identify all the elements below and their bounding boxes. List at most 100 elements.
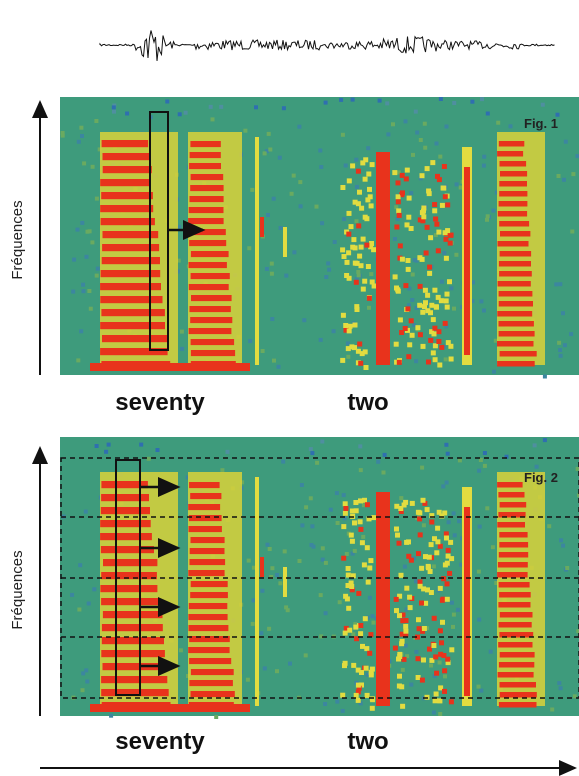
spectral-texture [366, 172, 371, 177]
spectral-texture [444, 298, 449, 303]
spectral-texture [310, 451, 314, 455]
spectral-texture [418, 532, 423, 537]
spectral-texture [441, 186, 446, 191]
spectral-texture [95, 197, 99, 201]
spectral-texture [440, 598, 445, 603]
spectral-texture [497, 572, 527, 578]
spectral-texture [290, 192, 294, 196]
spectral-texture [435, 142, 439, 146]
spectral-texture [356, 683, 361, 688]
spectral-texture [418, 579, 423, 584]
spectral-texture [400, 190, 405, 195]
spectral-texture [125, 112, 129, 116]
spectral-texture [414, 110, 418, 114]
spectral-texture [266, 213, 270, 217]
spectral-texture [336, 521, 340, 525]
spectral-texture [265, 267, 269, 271]
spectral-texture [498, 241, 529, 247]
spectral-texture [569, 332, 573, 336]
spectral-texture [406, 267, 411, 272]
spectral-texture [189, 526, 222, 532]
spectral-texture [498, 281, 531, 287]
spectral-texture [282, 106, 286, 110]
spectral-texture [415, 325, 420, 330]
spectral-texture [458, 458, 462, 462]
spectral-texture [445, 125, 449, 129]
spectral-texture [102, 335, 168, 342]
spectral-texture [491, 209, 495, 213]
spectral-texture [376, 460, 380, 464]
spectral-texture [364, 666, 369, 671]
spectral-texture [498, 211, 527, 217]
spectral-texture [405, 222, 410, 227]
spectral-texture [357, 254, 362, 259]
spectral-texture [351, 237, 356, 242]
spectral-texture [349, 344, 354, 349]
spectral-texture [478, 525, 482, 529]
spectral-texture [393, 237, 397, 241]
spectral-texture [346, 355, 350, 359]
spectral-texture [100, 585, 157, 592]
spectral-texture [101, 218, 155, 225]
spectral-texture [189, 625, 229, 631]
spectral-texture [255, 137, 259, 365]
spectral-texture [260, 217, 264, 237]
spectral-texture [432, 331, 437, 336]
spectral-texture [499, 191, 527, 197]
spectral-texture [449, 357, 454, 362]
spectral-texture [500, 652, 535, 658]
spectral-texture [445, 597, 450, 602]
spectral-texture [353, 323, 358, 328]
spectral-texture [350, 539, 355, 544]
spectral-texture [358, 361, 363, 366]
spectral-texture [434, 304, 439, 309]
spectral-texture [431, 317, 436, 322]
spectral-texture [376, 152, 390, 365]
spectral-texture [499, 301, 533, 307]
spectral-texture [395, 287, 400, 292]
spectral-texture [448, 540, 453, 545]
spectral-texture [576, 154, 579, 158]
spectral-texture [404, 644, 408, 648]
spectral-texture [147, 457, 151, 461]
spectral-texture [398, 243, 403, 248]
spectral-texture [425, 587, 430, 592]
spectral-texture [404, 119, 408, 123]
spectral-texture [335, 491, 339, 495]
spectral-texture [359, 468, 363, 472]
spectral-texture [451, 625, 455, 629]
spectral-texture [499, 261, 531, 267]
spectral-texture [292, 250, 296, 254]
spectral-texture [365, 693, 370, 698]
spectral-texture [429, 664, 433, 668]
spectral-texture [189, 284, 229, 290]
spectral-texture [399, 684, 404, 689]
spectral-texture [360, 540, 365, 545]
spectral-texture [103, 153, 151, 160]
spectral-texture [480, 97, 484, 101]
spectral-texture [332, 329, 336, 333]
spectral-texture [447, 571, 452, 576]
spectral-texture [156, 448, 160, 452]
spectral-texture [82, 161, 86, 165]
spectral-texture [438, 661, 442, 665]
spectral-texture [367, 651, 372, 656]
spectral-texture [432, 616, 437, 621]
spectral-texture [292, 174, 296, 178]
spectral-texture [561, 311, 565, 315]
spectral-texture [398, 317, 403, 322]
spectral-texture [343, 661, 348, 666]
spectral-texture [413, 258, 417, 262]
spectral-texture [457, 519, 461, 523]
spectral-texture [394, 597, 399, 602]
spectral-texture [416, 656, 421, 661]
spectral-texture [363, 616, 368, 621]
spectral-texture [343, 506, 348, 511]
spectral-texture [358, 519, 363, 524]
spectral-texture [360, 644, 365, 649]
spectral-texture [434, 222, 439, 227]
spectral-texture [554, 282, 558, 286]
spectral-texture [559, 354, 563, 358]
spectral-texture [403, 565, 407, 569]
spectral-texture [439, 345, 444, 350]
